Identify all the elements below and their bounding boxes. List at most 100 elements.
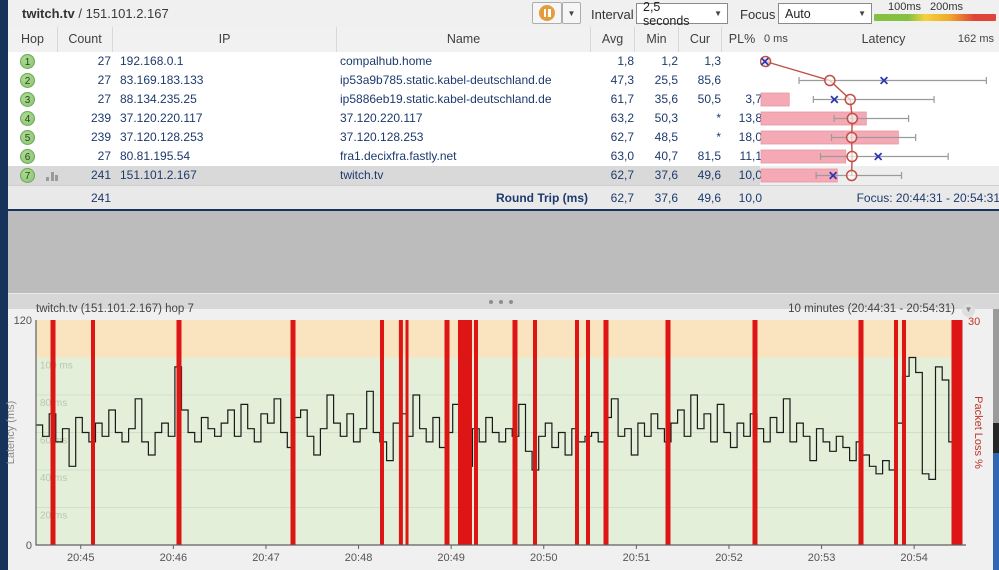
graph-indicator-icon — [46, 171, 60, 181]
min-cell: 1,2 — [661, 54, 678, 68]
name-cell: ip53a9b785.static.kabel-deutschland.de — [340, 73, 552, 87]
header-name[interactable]: Name — [336, 27, 590, 52]
cur-cell: 85,6 — [697, 73, 721, 87]
avg-cell: 62,7 — [610, 168, 634, 182]
hop-number-badge: 5 — [20, 130, 35, 145]
empty-panel-area — [8, 211, 999, 293]
svg-text:0: 0 — [26, 540, 32, 552]
table-bottom-divider — [8, 209, 999, 211]
row-selection-highlight — [8, 166, 760, 185]
pl-cell: 3,7 — [745, 92, 762, 106]
ip-cell: 37.120.220.117 — [120, 111, 203, 125]
min-cell: 35,6 — [654, 92, 678, 106]
hop-number-badge: 7 — [20, 168, 35, 183]
avg-cell: 62,7 — [610, 130, 634, 144]
pause-icon — [539, 5, 555, 21]
focus-value: Auto — [785, 6, 811, 21]
target-title: twitch.tv / 151.101.2.167 — [22, 6, 169, 21]
header-cur[interactable]: Cur — [678, 27, 721, 52]
background-window-edge — [993, 423, 999, 453]
focus-select[interactable]: Auto ▼ — [778, 3, 872, 24]
interval-select[interactable]: 2,5 seconds ▼ — [636, 0, 728, 28]
avg-cell: 63,2 — [610, 111, 634, 125]
table-header: Hop Count IP Name Avg Min Cur PL% — [8, 27, 999, 53]
hop-number-badge: 1 — [20, 54, 35, 69]
ip-cell: 83.169.183.133 — [120, 73, 204, 87]
target-separator: / — [78, 6, 86, 21]
table-row[interactable]: 3 27 88.134.235.25 ip5886eb19.static.kab… — [8, 90, 999, 109]
header-avg[interactable]: Avg — [590, 27, 634, 52]
name-cell: 37.120.128.253 — [340, 130, 424, 144]
cur-cell: 81,5 — [697, 149, 721, 163]
ip-cell: 151.101.2.167 — [120, 168, 197, 182]
pl-cell: 10,0 — [738, 168, 762, 182]
svg-text:20:51: 20:51 — [623, 552, 651, 564]
header-min[interactable]: Min — [634, 27, 678, 52]
hop-number-badge: 3 — [20, 92, 35, 107]
splitter-dots-icon — [499, 300, 503, 304]
count-cell: 27 — [97, 92, 111, 106]
hop-number-badge: 4 — [20, 111, 35, 126]
header-count[interactable]: Count — [57, 27, 112, 52]
svg-text:20:49: 20:49 — [437, 552, 465, 564]
svg-text:20:54: 20:54 — [900, 552, 928, 564]
latency-color-legend: 100ms 200ms — [874, 1, 996, 25]
target-host: twitch.tv — [22, 6, 75, 21]
window-left-border — [0, 0, 8, 570]
min-cell: 37,6 — [654, 168, 678, 182]
min-cell: 40,7 — [654, 149, 678, 163]
svg-text:100 ms: 100 ms — [40, 361, 73, 372]
round-trip-summary-row: 241 Round Trip (ms) 62,7 37,6 49,6 10,0 … — [8, 185, 999, 210]
cur-cell: 50,5 — [697, 92, 721, 106]
header-pl[interactable]: PL% — [721, 27, 762, 52]
table-row[interactable]: 1 27 192.168.0.1 compalhub.home 1,8 1,2 … — [8, 52, 999, 71]
background-window-edge — [993, 309, 999, 423]
latency-scale-max: 162 ms — [957, 33, 994, 45]
hop-number-badge: 2 — [20, 73, 35, 88]
summary-count: 241 — [90, 191, 111, 205]
pl-cell: 13,8 — [738, 111, 762, 125]
latency-scale-title: Latency — [861, 32, 906, 46]
count-cell: 239 — [90, 130, 111, 144]
name-cell: twitch.tv — [340, 168, 384, 182]
count-cell: 241 — [90, 168, 111, 182]
svg-text:20:52: 20:52 — [715, 552, 743, 564]
header-hop[interactable]: Hop — [21, 32, 44, 46]
pause-dropdown-button[interactable]: ▼ — [562, 2, 581, 24]
timeline-range-dropdown[interactable]: ▼ — [962, 304, 975, 317]
table-row[interactable]: 2 27 83.169.183.133 ip53a9b785.static.ka… — [8, 71, 999, 90]
table-row[interactable]: 4 239 37.120.220.117 37.120.220.117 63,2… — [8, 109, 999, 128]
count-cell: 27 — [97, 149, 111, 163]
summary-cur: 49,6 — [697, 191, 721, 205]
min-cell: 25,5 — [654, 73, 678, 87]
svg-text:20:50: 20:50 — [530, 552, 558, 564]
count-cell: 239 — [90, 111, 111, 125]
name-cell: compalhub.home — [340, 54, 433, 68]
focus-label: Focus — [740, 7, 776, 22]
svg-text:120: 120 — [14, 315, 32, 327]
pl-cell — [719, 71, 762, 90]
avg-cell: 1,8 — [617, 54, 634, 68]
summary-avg: 62,7 — [610, 191, 634, 205]
pause-button[interactable] — [532, 2, 562, 24]
chevron-down-icon: ▼ — [858, 9, 866, 18]
table-row[interactable]: 7 241 151.101.2.167 twitch.tv 62,7 37,6 … — [8, 166, 999, 185]
splitter-dots-icon — [509, 300, 513, 304]
legend-100ms-label: 100ms — [888, 1, 922, 13]
summary-min: 37,6 — [654, 191, 678, 205]
table-row[interactable]: 6 27 80.81.195.54 fra1.decixfra.fastly.n… — [8, 147, 999, 166]
ip-cell: 37.120.128.253 — [120, 130, 204, 144]
svg-text:20:46: 20:46 — [160, 552, 188, 564]
pl-cell: 18,0 — [738, 130, 762, 144]
table-row[interactable]: 5 239 37.120.128.253 37.120.128.253 62,7… — [8, 128, 999, 147]
svg-text:30: 30 — [968, 316, 980, 328]
name-cell: fra1.decixfra.fastly.net — [340, 149, 457, 163]
cur-cell: * — [716, 130, 721, 144]
latency-gradient-bar — [874, 14, 996, 21]
round-trip-label: Round Trip (ms) — [496, 191, 588, 205]
pane-splitter[interactable] — [8, 293, 999, 310]
header-ip[interactable]: IP — [112, 27, 336, 52]
svg-text:20:47: 20:47 — [252, 552, 280, 564]
